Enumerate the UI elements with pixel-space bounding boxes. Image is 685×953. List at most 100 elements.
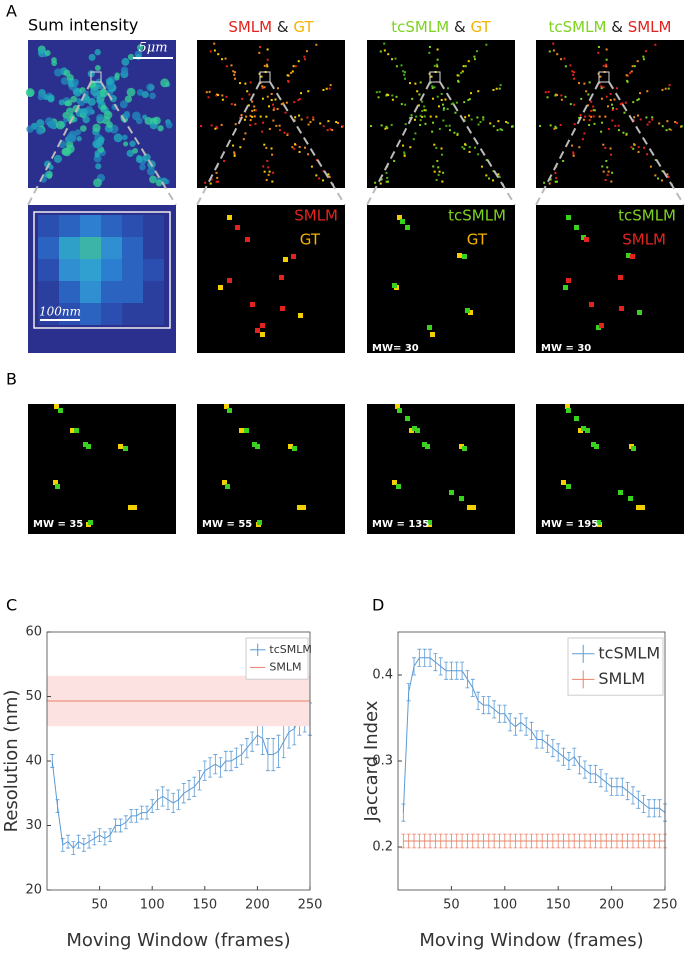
error-bar (540, 730, 545, 749)
dot (637, 114, 640, 117)
dot (315, 174, 318, 177)
dot (70, 428, 75, 433)
dot (291, 254, 296, 259)
dot (625, 132, 628, 135)
error-bar (518, 833, 523, 849)
dot (298, 150, 301, 153)
dot (422, 442, 427, 447)
pixel (101, 259, 122, 281)
dot (266, 159, 269, 162)
dot (566, 408, 571, 413)
y-tick-label: 40 (25, 754, 42, 769)
error-bar (113, 818, 118, 833)
dot (309, 121, 312, 124)
dot (300, 118, 303, 121)
error-bar (144, 805, 149, 820)
error-bar (438, 833, 443, 849)
dot (329, 128, 332, 131)
roi-box (90, 71, 102, 83)
dot (578, 428, 583, 433)
x-tick-label: 100 (140, 898, 165, 913)
zoom-line (608, 81, 685, 206)
dot (578, 146, 581, 149)
dot (615, 87, 618, 90)
dot (467, 60, 470, 63)
dot (646, 123, 649, 126)
dot (648, 121, 651, 124)
error-bar (582, 833, 587, 849)
dot (283, 131, 286, 134)
pixel (143, 281, 164, 303)
x-tick-label: 250 (653, 898, 678, 913)
dot (642, 146, 645, 149)
dot (476, 116, 479, 119)
dot (259, 115, 262, 118)
dot (632, 147, 635, 150)
dot (569, 64, 572, 67)
error-bar (66, 834, 71, 849)
dot (448, 129, 451, 132)
dot (496, 129, 499, 132)
dot (395, 95, 398, 98)
blob (97, 136, 105, 144)
error-bar (134, 808, 139, 823)
dot (423, 115, 426, 118)
dot (625, 133, 628, 136)
error-bar (276, 734, 281, 768)
error-bar (545, 833, 550, 849)
title-word: SMLM (228, 18, 272, 36)
blob (74, 129, 82, 136)
error-bar (118, 818, 123, 833)
dot (561, 480, 566, 485)
blob (96, 97, 103, 105)
zoom-legend: tcSMLM (618, 207, 676, 225)
dot (471, 505, 476, 510)
dot (414, 132, 417, 135)
error-bar (524, 833, 529, 849)
dot (470, 118, 473, 121)
dot (441, 180, 444, 183)
dot (53, 480, 58, 485)
dot (626, 79, 629, 82)
dot (593, 109, 596, 112)
error-bar (171, 792, 176, 813)
dot (442, 119, 445, 122)
dot (644, 50, 647, 53)
dot (642, 55, 645, 58)
error-bar (433, 653, 438, 672)
dot (456, 74, 459, 77)
blob (47, 120, 56, 129)
dot (559, 123, 562, 126)
blob (37, 93, 45, 101)
error-bar (265, 738, 270, 772)
dot (436, 95, 439, 98)
dot (239, 82, 242, 85)
dot (433, 170, 436, 173)
dot (560, 98, 563, 101)
dot (405, 416, 410, 421)
blob (66, 144, 75, 154)
dot (590, 109, 593, 112)
dot (628, 496, 633, 501)
panel-label: D (372, 596, 384, 615)
error-bar (481, 833, 486, 849)
dot (574, 416, 579, 421)
dot (605, 58, 608, 61)
dot (328, 87, 331, 90)
legend-label: tcSMLM (598, 643, 660, 662)
title-word: GT (470, 18, 491, 36)
blob (88, 53, 96, 61)
dot (291, 70, 294, 73)
dot (132, 505, 137, 510)
dot (632, 143, 635, 146)
dot (593, 122, 596, 125)
image-panels (25, 40, 685, 534)
dot (403, 151, 406, 154)
dot (637, 150, 640, 153)
dot (262, 121, 265, 124)
series-line (402, 657, 666, 813)
dot (215, 171, 218, 174)
dot (288, 444, 293, 449)
error-bar (646, 833, 651, 849)
x-tick-label: 250 (298, 898, 323, 913)
